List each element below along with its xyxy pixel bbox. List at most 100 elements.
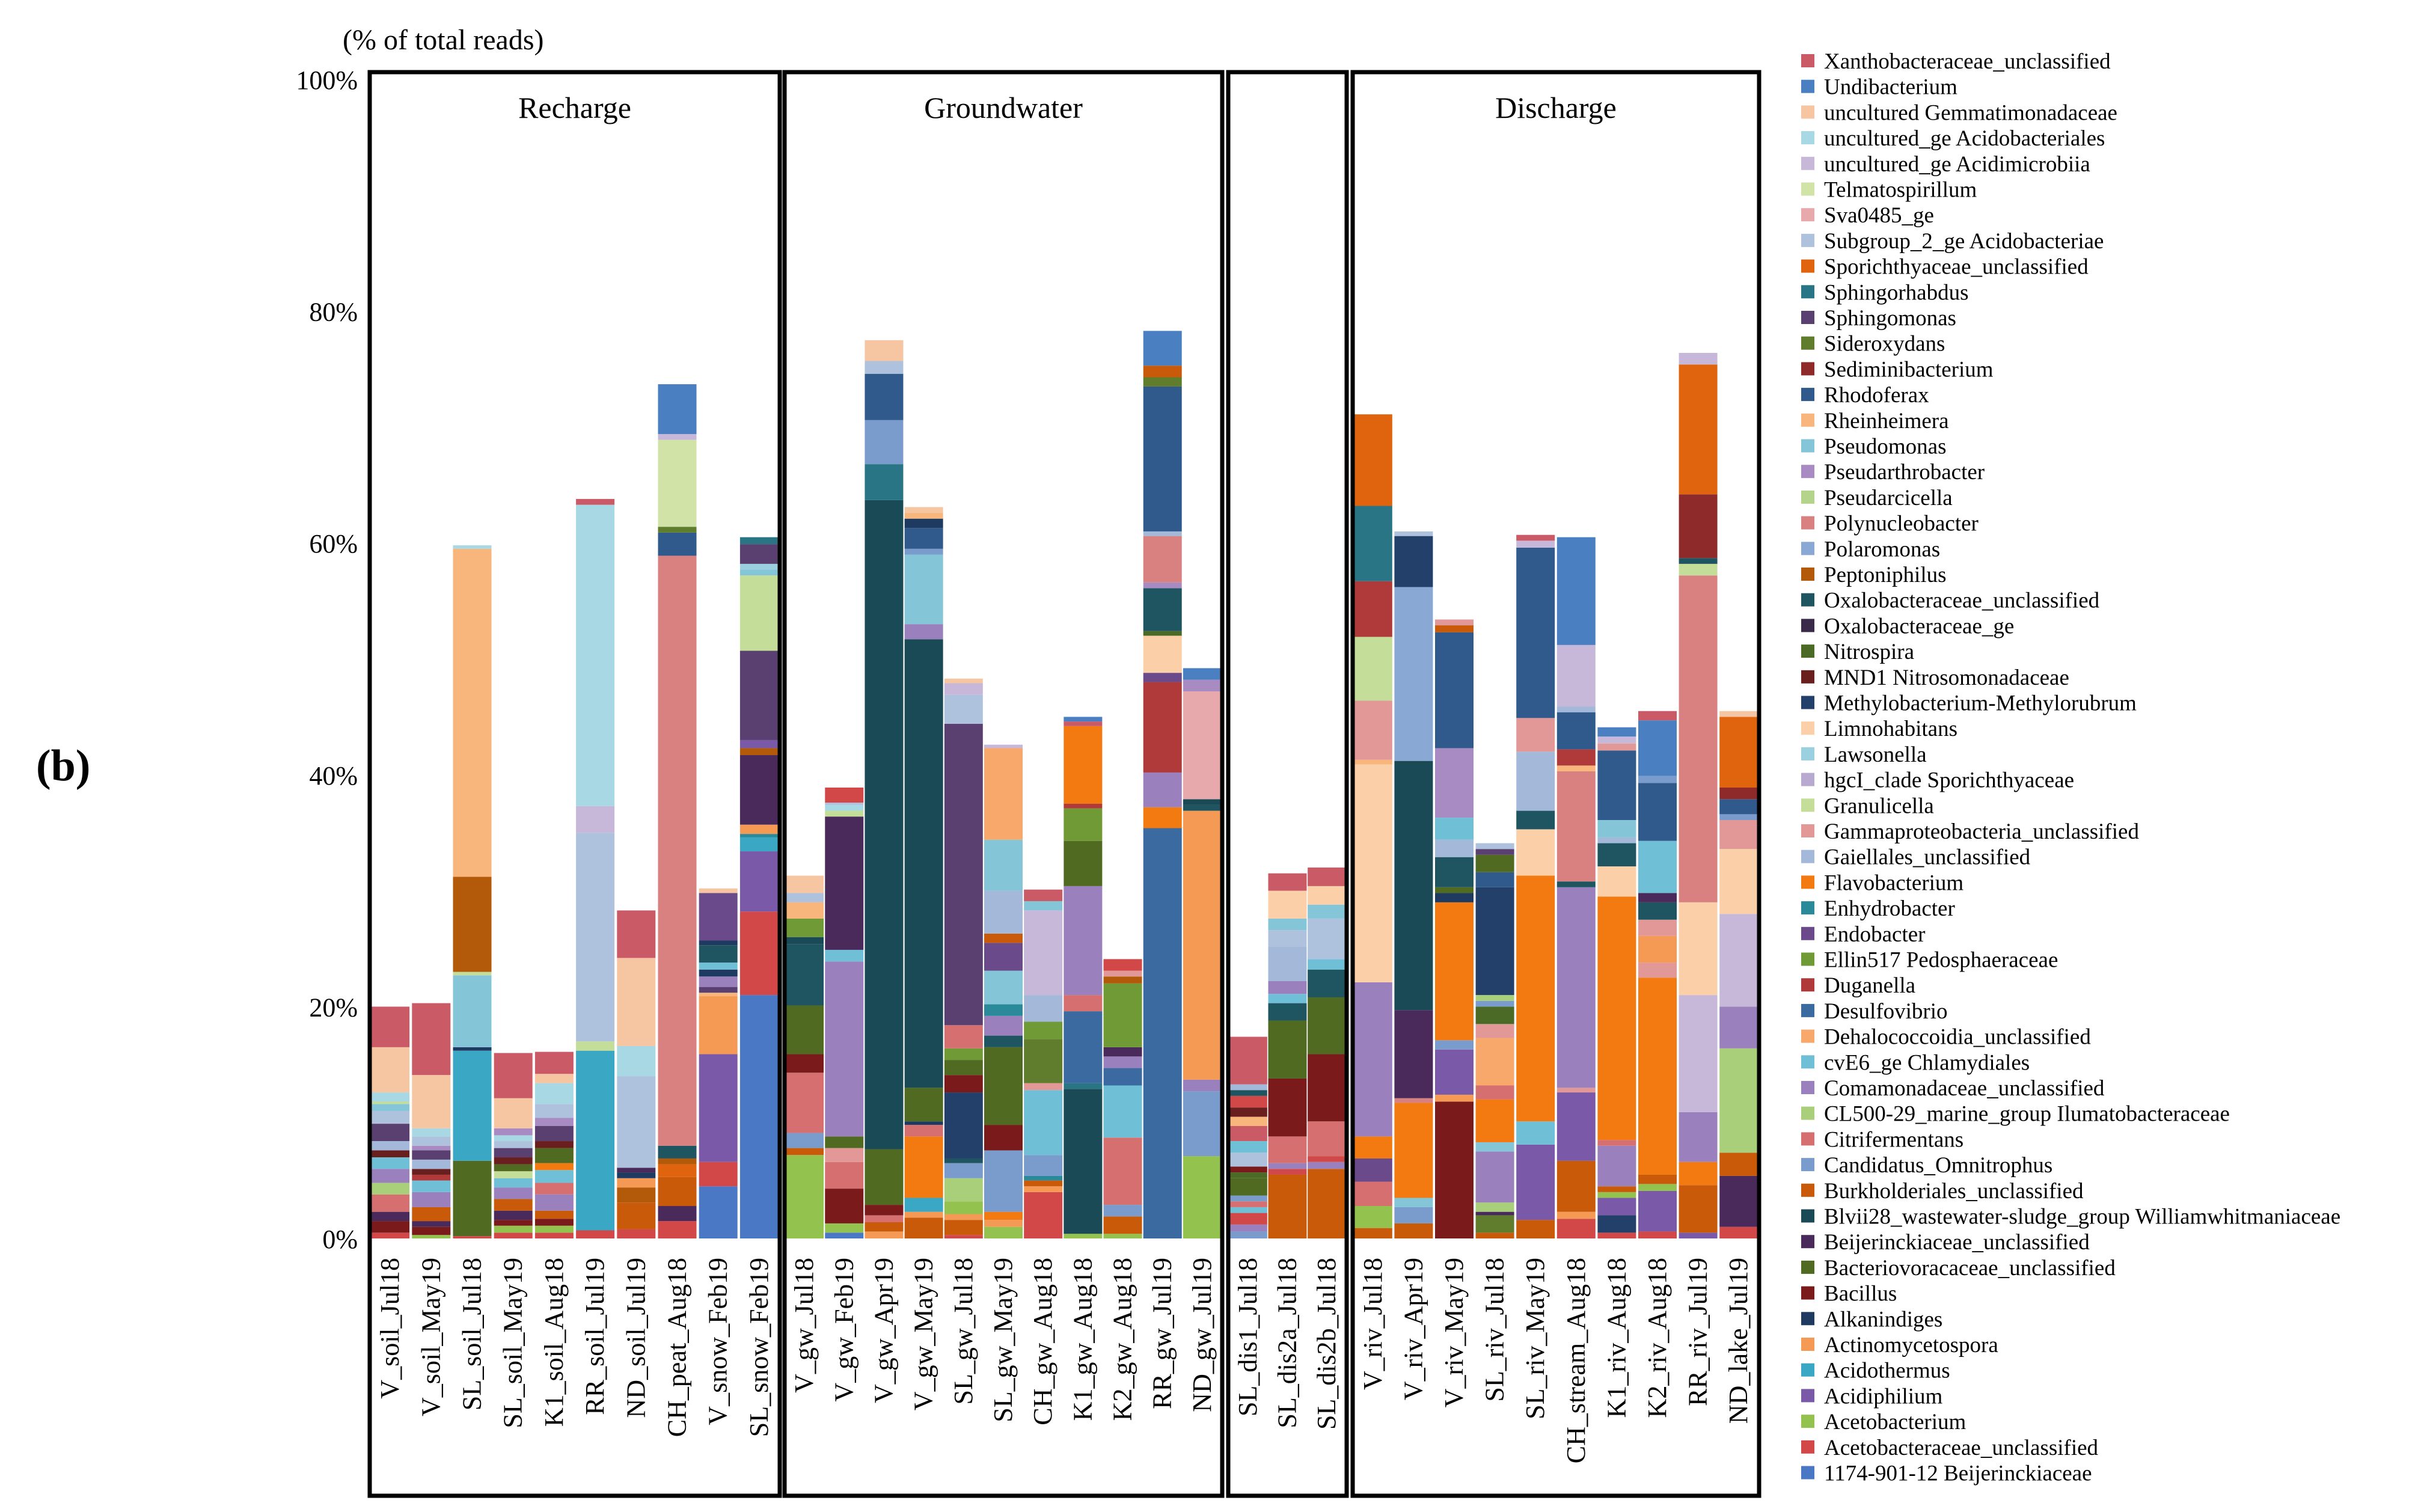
segment-burkholderiales-unclassified xyxy=(1475,1232,1514,1238)
segment-beijerinckiaceae-unclassified xyxy=(1719,1175,1758,1227)
segment-undibacterium xyxy=(1064,717,1103,722)
group-label: Discharge xyxy=(1495,91,1617,124)
segment-uncultured-ge-acidimicrobiia xyxy=(576,806,615,833)
segment-citrifermentans xyxy=(371,1194,410,1212)
segment-enhydrobacter xyxy=(1024,1175,1063,1181)
segment-burkholderiales-unclassified xyxy=(1638,1174,1677,1184)
segment-subgroup-2-ge-acidobacteriae xyxy=(617,1076,656,1168)
segment-methylobacterium-methylorubrum xyxy=(1394,536,1433,587)
segment-acetobacteraceae-unclassified xyxy=(1719,1226,1758,1238)
bar-k2-gw-aug18 xyxy=(1103,959,1142,1238)
segment-comamonadaceae-unclassified xyxy=(1228,1224,1267,1232)
group-label: Groundwater xyxy=(924,91,1083,124)
legend-label: Peptoniphilus xyxy=(1824,563,1947,587)
segment-candidatus-omnitrophus xyxy=(865,420,904,465)
segment-granulicella xyxy=(1679,563,1718,576)
legend-swatch xyxy=(1801,1312,1814,1326)
legend-swatch xyxy=(1801,1363,1814,1377)
segment-actinomycetospora xyxy=(1435,1094,1474,1102)
segment-rhodoferax xyxy=(658,532,697,556)
legend-label: Sediminibacterium xyxy=(1824,357,1994,382)
segment-alkanindiges xyxy=(904,1121,943,1125)
segment-burkholderiales-unclassified xyxy=(617,1202,656,1229)
segment-bacteriovoracaceae-unclassified xyxy=(1308,997,1347,1054)
segment-citrifermentans xyxy=(785,1073,824,1133)
segment-rheinheimera xyxy=(453,548,492,877)
x-tick-label: V_gw_Feb19 xyxy=(829,1258,859,1402)
legend-swatch xyxy=(1801,413,1814,427)
y-axis-title: (% of total reads) xyxy=(343,24,544,56)
legend-label: Flavobacterium xyxy=(1824,871,1963,895)
segment-cve6-ge-chlamydiales xyxy=(494,1178,533,1188)
segment-burkholderiales-unclassified xyxy=(658,1177,697,1207)
segment-gaiellales-unclassified xyxy=(1024,995,1063,1022)
segment-subgroup-2-ge-acidobacteriae xyxy=(1228,1152,1267,1167)
legend-swatch xyxy=(1801,516,1814,530)
segment-gammaproteobacteria-unclassified xyxy=(1597,743,1636,751)
segment-burkholderiales-unclassified xyxy=(1353,1228,1392,1238)
legend-swatch xyxy=(1801,285,1814,299)
segment-gaiellales-unclassified xyxy=(984,890,1023,934)
legend-label: Comamonadaceae_unclassified xyxy=(1824,1076,2105,1101)
segment-flavobacterium xyxy=(984,1211,1023,1220)
segment-nitrospira xyxy=(1475,1006,1514,1024)
segment-blvii28-wastewater-sludge-group-williamwhitmaniaceae xyxy=(904,639,943,1088)
segment-citrifermentans xyxy=(1597,1140,1636,1146)
segment-acetobacteraceae-unclassified xyxy=(739,911,779,996)
segment-burkholderiales-unclassified xyxy=(1103,1216,1142,1234)
segment-gammaproteobacteria-unclassified xyxy=(825,1148,864,1162)
legend-label: Burkholderiales_unclassified xyxy=(1824,1179,2084,1204)
segment-burkholderiales-unclassified xyxy=(1719,1152,1758,1176)
segment-bacteriovoracaceae-unclassified xyxy=(453,1160,492,1237)
segment-acetobacteraceae-unclassified xyxy=(453,1236,492,1238)
segment-candidatus-omnitrophus xyxy=(904,548,943,555)
segment-comamonadaceae-unclassified xyxy=(904,624,943,640)
legend-label: Enhydrobacter xyxy=(1824,896,1955,921)
segment-xanthobacteraceae-unclassified xyxy=(1064,721,1103,726)
x-tick-label: SL_gw_May19 xyxy=(988,1258,1018,1422)
y-tick-label: 60% xyxy=(309,529,358,559)
segment-acetobacteraceae-unclassified xyxy=(944,1235,983,1238)
segment-desulfovibrio xyxy=(1143,828,1182,1238)
segment-endobacter xyxy=(1143,673,1182,682)
segment-sporichthyaceae-unclassified xyxy=(1719,717,1758,788)
segment-1174-901-12-beijerinckiaceae xyxy=(739,995,779,1238)
group-frame xyxy=(367,70,782,1498)
segment-citrifermentans xyxy=(904,1125,943,1137)
segment-blvii28-wastewater-sludge-group-williamwhitmaniaceae xyxy=(1183,799,1222,805)
segment-bacteriovoracaceae-unclassified xyxy=(1064,840,1103,886)
segment-bacillus xyxy=(1228,1166,1267,1173)
bar-sl-riv-may19 xyxy=(1516,534,1555,1238)
segment-rhodoferax xyxy=(1719,799,1758,815)
segment-burkholderiales-unclassified xyxy=(1308,1169,1347,1238)
segment-uncultured-gemmatimonadaceae xyxy=(617,958,656,1046)
segment-gaiellales-unclassified xyxy=(1597,837,1636,843)
segment-uncultured-ge-acidimicrobiia xyxy=(944,683,983,695)
segment-candidatus-omnitrophus xyxy=(1024,1155,1063,1176)
bar-v-gw-feb19 xyxy=(825,788,864,1238)
segment-comamonadaceae-unclassified xyxy=(371,1169,410,1183)
segment-uncultured-gemmatimonadaceae xyxy=(1719,711,1758,717)
segment-sediminibacterium xyxy=(1719,788,1758,800)
segment-bacillus xyxy=(1268,1078,1307,1137)
segment-dehalococcoidia-unclassified xyxy=(984,748,1023,840)
segment-flavobacterium xyxy=(1475,1099,1514,1142)
segment-acetobacteraceae-unclassified xyxy=(1228,1213,1267,1225)
segment-peptoniphilus xyxy=(658,1158,697,1165)
x-tick-label: SL_dis2b_Jul18 xyxy=(1312,1258,1341,1430)
bar-k1-soil-aug18 xyxy=(534,1051,574,1238)
legend-swatch xyxy=(1801,696,1814,709)
legend-swatch xyxy=(1801,182,1814,196)
segment-pseudarthrobacter xyxy=(494,1128,533,1136)
segment-uncultured-ge-acidobacteriales xyxy=(453,545,492,549)
segment-acetobacteraceae-unclassified xyxy=(1228,1095,1267,1108)
segment-beijerinckiaceae-unclassified xyxy=(1394,1010,1433,1098)
segment-cve6-ge-chlamydiales xyxy=(1308,959,1347,970)
y-tick-label: 80% xyxy=(309,298,358,327)
segment-endobacter xyxy=(984,943,1023,971)
segment-pseudomonas xyxy=(1597,819,1636,837)
segment-acetobacteraceae-unclassified xyxy=(1556,1219,1596,1238)
segment-pseudomonas xyxy=(1394,1198,1433,1207)
segment-subgroup-2-ge-acidobacteriae xyxy=(1308,918,1347,960)
segment-xanthobacteraceae-unclassified xyxy=(1638,711,1677,721)
